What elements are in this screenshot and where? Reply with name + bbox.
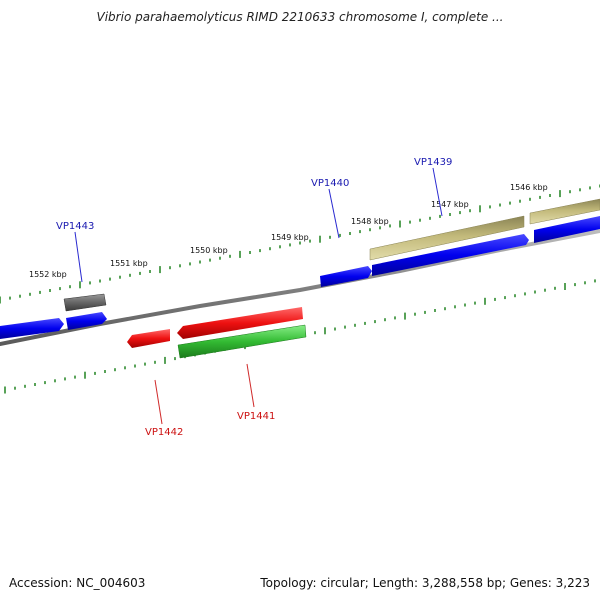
cds-feature-vp1443[interactable] [66, 312, 107, 330]
scale-labels: 1546 kbp 1547 kbp 1548 kbp 1549 kbp 1550… [29, 183, 548, 279]
cds-feature-vp1441[interactable] [177, 307, 303, 339]
leader-vp1439 [432, 167, 443, 217]
gene-feature-vp1443[interactable] [63, 293, 107, 312]
gene-label-vp1441[interactable]: VP1441 [237, 411, 275, 422]
scale-label-1547: 1547 kbp [431, 200, 469, 209]
gene-label-vp1442[interactable]: VP1442 [145, 427, 183, 438]
cds-feature-left-1[interactable] [320, 266, 372, 287]
cds-feature-vp1440[interactable] [372, 234, 529, 276]
scale-label-1548: 1548 kbp [351, 217, 389, 226]
gene-feature-vp1440[interactable] [369, 215, 525, 261]
leader-vp1442 [154, 379, 163, 425]
scale-label-1552: 1552 kbp [29, 270, 67, 279]
forward-cds-track [0, 216, 600, 339]
gene-label-vp1439[interactable]: VP1439 [414, 157, 452, 168]
leader-vp1441 [246, 363, 255, 408]
scale-label-1551: 1551 kbp [110, 259, 148, 268]
scale-label-1549: 1549 kbp [271, 233, 309, 242]
scale-label-1546: 1546 kbp [510, 183, 548, 192]
genome-summary-text: Topology: circular; Length: 3,288,558 bp… [260, 576, 590, 590]
cds-feature-vp1439[interactable] [534, 216, 600, 243]
cds-feature-left-edge[interactable] [0, 318, 64, 339]
gene-feature-vp1439[interactable] [529, 198, 600, 225]
scale-label-1550: 1550 kbp [190, 246, 228, 255]
leader-vp1443 [74, 231, 83, 283]
reverse-gene-track [177, 324, 307, 359]
genome-title: Vibrio parahaemolyticus RIMD 2210633 chr… [96, 10, 504, 24]
reverse-cds-track [127, 307, 303, 348]
gene-labels: VP1439 VP1440 VP1443 VP1441 VP1442 [56, 157, 452, 438]
gene-feature-vp1441[interactable] [177, 324, 307, 359]
leader-vp1440 [328, 188, 340, 239]
gene-label-vp1443[interactable]: VP1443 [56, 221, 94, 232]
label-leaders [74, 167, 443, 425]
gene-label-vp1440[interactable]: VP1440 [311, 178, 349, 189]
cds-feature-vp1442[interactable] [127, 329, 170, 348]
forward-gene-track [63, 198, 600, 312]
scale-ticks-outer [0, 184, 600, 304]
accession-text: Accession: NC_004603 [9, 576, 146, 590]
